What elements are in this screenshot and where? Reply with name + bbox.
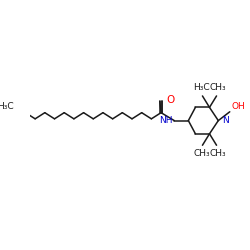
- Text: OH: OH: [232, 102, 245, 111]
- Text: O: O: [166, 95, 174, 105]
- Text: N: N: [222, 116, 228, 125]
- Text: CH₃: CH₃: [209, 149, 226, 158]
- Text: CH₃: CH₃: [193, 149, 210, 158]
- Text: CH₃: CH₃: [209, 84, 226, 92]
- Text: H₃C: H₃C: [193, 84, 210, 92]
- Text: H₃C: H₃C: [0, 102, 14, 111]
- Text: NH: NH: [159, 116, 172, 125]
